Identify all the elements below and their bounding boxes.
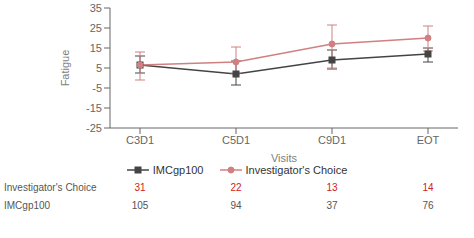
html-text:94: 94	[230, 200, 242, 211]
html-text:13: 13	[326, 182, 338, 193]
html-text:IMCgp100: IMCgp100	[4, 200, 51, 211]
svg-text:-25: -25	[86, 122, 102, 134]
svg-text:15: 15	[90, 42, 102, 54]
svg-text:EOT: EOT	[417, 134, 440, 146]
html-text:22: 22	[230, 182, 242, 193]
svg-text:Fatigue: Fatigue	[59, 50, 71, 87]
svg-text:35: 35	[90, 2, 102, 14]
svg-text:C5D1: C5D1	[222, 134, 250, 146]
svg-text:5: 5	[96, 62, 102, 74]
svg-text:-15: -15	[86, 102, 102, 114]
html-text:14: 14	[422, 182, 434, 193]
svg-text:C9D1: C9D1	[318, 134, 346, 146]
html-text:31: 31	[134, 182, 146, 193]
svg-text:-5: -5	[92, 82, 102, 94]
svg-text:C3D1: C3D1	[126, 134, 154, 146]
html-text:76: 76	[422, 200, 434, 211]
html-text:Investigator's Choice: Investigator's Choice	[245, 164, 348, 176]
html-text:37: 37	[326, 200, 338, 211]
html-text:IMCgp100: IMCgp100	[152, 164, 204, 176]
svg-text:25: 25	[90, 22, 102, 34]
svg-text:Visits: Visits	[271, 152, 298, 162]
html-text:105: 105	[131, 200, 149, 211]
html-text:Investigator's Choice: Investigator's Choice	[4, 182, 97, 193]
